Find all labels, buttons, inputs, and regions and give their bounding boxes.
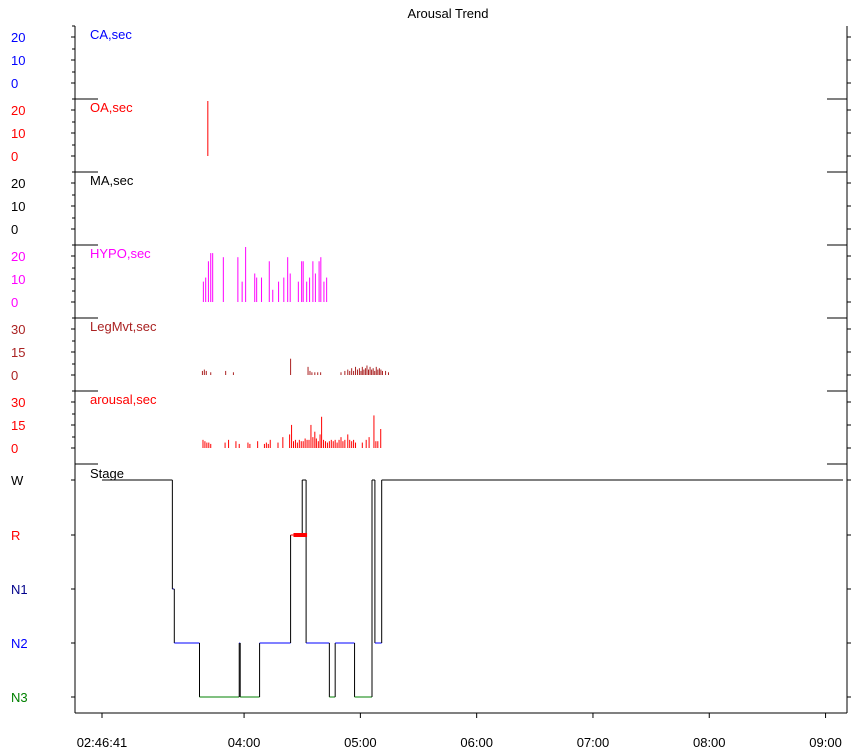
x-tick-label: 09:00 [809, 735, 842, 750]
panel-HYPO: HYPO,sec 20 10 0 [11, 244, 851, 310]
panel-title: CA,sec [90, 27, 132, 42]
panel-title: arousal,sec [90, 392, 157, 407]
y-tick-label: 30 [11, 395, 25, 410]
stage-level-label: N3 [11, 690, 28, 705]
y-tick-label: 10 [11, 53, 25, 68]
panel-title: OA,sec [90, 100, 133, 115]
panel-arousal: arousal,sec 30 15 0 [11, 390, 851, 456]
x-tick-label: 04:00 [228, 735, 261, 750]
panel-CA: CA,sec 20 10 0 [11, 25, 851, 91]
y-tick-label: 0 [11, 222, 18, 237]
stage-level-label: W [11, 473, 24, 488]
y-tick-label: 0 [11, 149, 18, 164]
stage-level-label: N2 [11, 636, 28, 651]
y-tick-label: 30 [11, 322, 25, 337]
y-tick-label: 15 [11, 345, 25, 360]
stage-title: Stage [90, 466, 124, 481]
y-tick-label: 10 [11, 126, 25, 141]
y-tick-label: 20 [11, 176, 25, 191]
y-tick-label: 0 [11, 76, 18, 91]
y-tick-label: 0 [11, 441, 18, 456]
y-tick-label: 10 [11, 199, 25, 214]
panel-LegMvt: LegMvt,sec 30 15 0 [11, 317, 851, 383]
chart-title: Arousal Trend [408, 6, 489, 21]
y-tick-label: 15 [11, 418, 25, 433]
y-tick-label: 0 [11, 295, 18, 310]
panel-title: LegMvt,sec [90, 319, 157, 334]
x-axis: 02:46:41 04:00 05:00 06:00 07:00 08:00 09:00 [77, 713, 842, 750]
x-tick-label: 05:00 [344, 735, 377, 750]
plot-frame [74, 26, 848, 714]
panel-MA: MA,sec 20 10 0 [11, 171, 851, 237]
x-tick-label: 07:00 [577, 735, 610, 750]
panel-title: HYPO,sec [90, 246, 151, 261]
stage-level-label: N1 [11, 582, 28, 597]
y-tick-label: 20 [11, 249, 25, 264]
panel-OA: OA,sec 20 10 0 [11, 98, 851, 164]
y-tick-label: 0 [11, 368, 18, 383]
stage-panel: Stage W R N1 N2 N3 [11, 466, 851, 705]
panels: CA,sec20100OA,sec20100MA,sec20100HYPO,se… [11, 25, 851, 465]
x-tick-label: 06:00 [460, 735, 493, 750]
x-tick-label: 02:46:41 [77, 735, 128, 750]
x-tick-label: 08:00 [693, 735, 726, 750]
y-tick-label: 20 [11, 103, 25, 118]
panel-title: MA,sec [90, 173, 134, 188]
y-tick-label: 10 [11, 272, 25, 287]
stage-level-label: R [11, 528, 20, 543]
y-tick-label: 20 [11, 30, 25, 45]
